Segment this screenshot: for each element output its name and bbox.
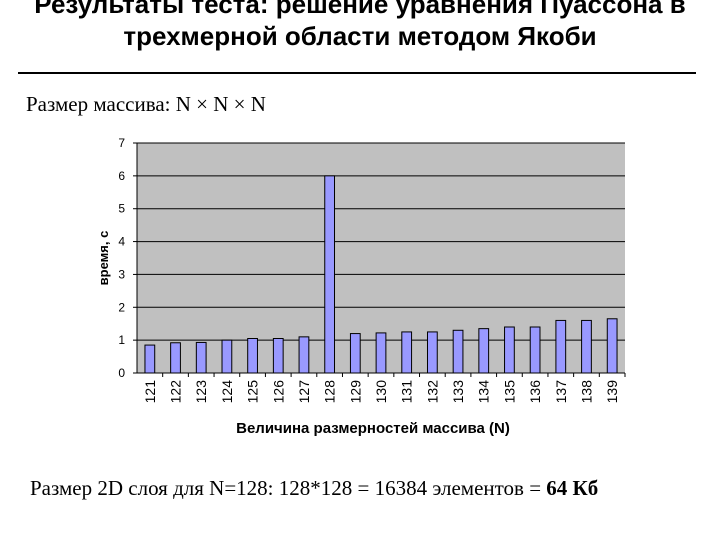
x-tick-label: 131 bbox=[399, 380, 415, 404]
x-tick-label: 138 bbox=[578, 380, 594, 404]
bar bbox=[401, 331, 413, 374]
x-tick-label: 139 bbox=[604, 380, 620, 404]
x-tick-label: 127 bbox=[296, 380, 312, 404]
x-tick-label: 123 bbox=[193, 380, 209, 404]
bar bbox=[247, 338, 258, 374]
bar bbox=[478, 328, 490, 374]
x-tick-label: 132 bbox=[424, 380, 440, 404]
x-tick-label: 128 bbox=[322, 380, 338, 404]
x-tick-label: 133 bbox=[450, 380, 466, 404]
slide-title: Результаты теста: решение уравнения Пуас… bbox=[34, 0, 686, 51]
x-tick-label: 134 bbox=[476, 380, 492, 404]
bar bbox=[581, 319, 592, 374]
x-tick-label: 124 bbox=[219, 380, 235, 404]
bar bbox=[170, 342, 181, 374]
bar bbox=[144, 344, 156, 374]
y-tick-label: 5 bbox=[118, 202, 125, 216]
y-tick-label: 7 bbox=[118, 136, 125, 150]
x-tick-label: 136 bbox=[527, 380, 543, 404]
y-axis-label: время, с bbox=[96, 231, 111, 286]
x-tick-label: 130 bbox=[373, 380, 389, 404]
bar bbox=[606, 318, 618, 374]
y-tick-label: 6 bbox=[118, 169, 125, 183]
y-tick-label: 4 bbox=[118, 235, 125, 249]
x-tick-labels: 121 122 123 124 125 126 127 128 129 130 131 132 133 1… bbox=[142, 373, 626, 404]
bar bbox=[324, 175, 336, 374]
bar bbox=[452, 329, 464, 374]
x-tick-label: 135 bbox=[501, 380, 517, 404]
grid-lines bbox=[137, 142, 625, 341]
x-tick-label: 121 bbox=[142, 380, 158, 404]
y-tick-label: 3 bbox=[118, 267, 125, 281]
bar bbox=[375, 332, 387, 374]
y-tick-label: 2 bbox=[118, 300, 125, 314]
bar bbox=[298, 336, 310, 374]
bar bbox=[504, 326, 515, 374]
slide-subtitle: Размер массива: N × N × N bbox=[26, 92, 266, 116]
footer-note: Размер 2D слоя для N=128: 128*128 = 1638… bbox=[30, 476, 710, 501]
y-tick-label: 0 bbox=[118, 366, 125, 380]
bar bbox=[272, 338, 284, 374]
footer-size: 64 Кб bbox=[546, 476, 599, 500]
bar bbox=[529, 326, 541, 374]
bar bbox=[555, 319, 567, 374]
x-tick-label: 129 bbox=[347, 380, 363, 404]
x-tick-label: 122 bbox=[168, 380, 184, 404]
bar bbox=[426, 331, 438, 374]
x-tick-label: 126 bbox=[270, 380, 286, 404]
x-tick-label: 125 bbox=[245, 380, 261, 404]
x-tick-label: 137 bbox=[553, 380, 569, 404]
bar bbox=[221, 339, 233, 374]
footer-text: Размер 2D слоя для N=128: 128*128 = 1638… bbox=[30, 476, 547, 500]
y-tick-labels: 0 1 2 3 4 5 6 7 bbox=[118, 136, 137, 380]
y-tick-label: 1 bbox=[118, 333, 125, 347]
x-axis-label: Величина размерностей массива (N) bbox=[236, 420, 510, 437]
title-divider bbox=[18, 72, 696, 74]
bar bbox=[349, 333, 361, 374]
bar bbox=[195, 341, 207, 374]
